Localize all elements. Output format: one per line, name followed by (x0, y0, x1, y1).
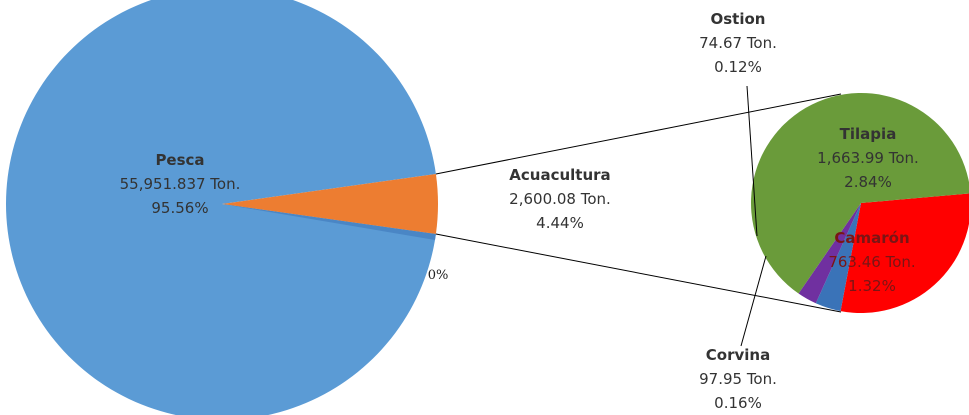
ostion-percent-label: 0.12% (714, 58, 762, 76)
camaron-percent-label: 1.32% (848, 277, 896, 295)
zero-percent-label: 0% (428, 268, 449, 283)
camaron-value-label: 763.46 Ton. (828, 253, 915, 271)
connector-lines (435, 85, 842, 347)
connector-line-bottom (435, 233, 842, 313)
tilapia-percent-label: 2.84% (844, 173, 892, 191)
sub-pie (751, 93, 969, 313)
acuacultura-name-label: Acuacultura (509, 166, 610, 184)
camaron-name-label: Camarón (834, 229, 909, 247)
pie-slice-pesca (5, 0, 436, 415)
corvina-value-label: 97.95 Ton. (699, 370, 777, 388)
tilapia-name-label: Tilapia (840, 125, 897, 143)
main-pie (5, 0, 438, 415)
pesca-name-label: Pesca (155, 151, 204, 169)
acuacultura-value-label: 2,600.08 Ton. (509, 190, 611, 208)
ostion-leader-line (746, 85, 758, 237)
ostion-value-label: 74.67 Ton. (699, 34, 777, 52)
corvina-name-label: Corvina (706, 346, 770, 364)
pie-slice-zero (222, 204, 436, 240)
corvina-percent-label: 0.16% (714, 394, 762, 412)
corvina-leader-line (740, 255, 767, 347)
sub-pie-slice-camaron (840, 193, 969, 313)
pesca-value-label: 55,951.837 Ton. (120, 175, 241, 193)
sub-pie-slice-tilapia (751, 93, 969, 294)
pesca-percent-label: 95.56% (151, 199, 208, 217)
sub-pie-slice-ostion (798, 203, 861, 304)
tilapia-value-label: 1,663.99 Ton. (817, 149, 919, 167)
acuacultura-percent-label: 4.44% (536, 214, 584, 232)
connector-line-top (435, 93, 842, 175)
pie-slice-acuacultura (222, 173, 438, 235)
sub-pie-slice-corvina (815, 203, 861, 312)
ostion-name-label: Ostion (711, 10, 766, 28)
